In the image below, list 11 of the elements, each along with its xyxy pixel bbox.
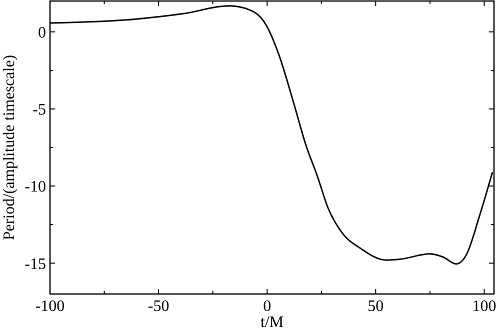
y-tick-label: -5: [32, 102, 46, 119]
y-tick-label: -10: [24, 178, 46, 196]
x-tick-label: 50: [368, 298, 384, 315]
x-tick-label: -50: [148, 298, 170, 315]
y-axis-title: Period/(amplitude timescale): [1, 54, 18, 240]
x-axis-title: t/M: [260, 314, 284, 329]
x-tick-label: 100: [472, 298, 496, 315]
y-tick-label: -15: [24, 256, 46, 273]
y-tick-label: 0: [38, 24, 46, 42]
x-tick-label: 0: [263, 298, 272, 315]
x-tick-label: -100: [35, 298, 65, 315]
